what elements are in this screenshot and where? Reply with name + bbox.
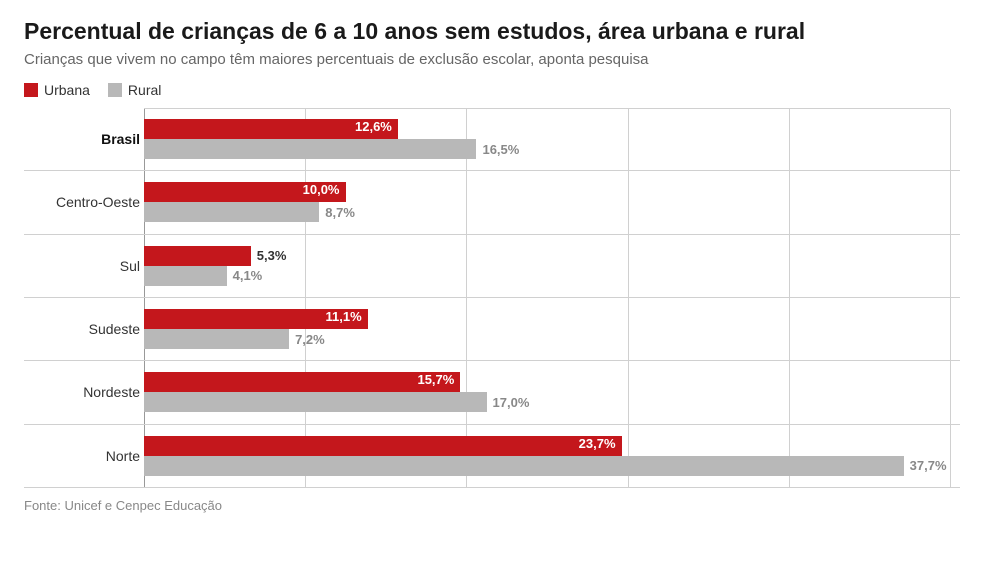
legend-label-rural: Rural: [128, 82, 161, 98]
chart-row: Centro-Oeste 10,0% 8,7%: [24, 171, 960, 234]
bar-fill-urbana: 11,1%: [144, 309, 368, 329]
category-label: Nordeste: [24, 384, 140, 400]
bar-pair: 23,7% 37,7%: [144, 433, 950, 479]
bar-value-rural: 7,2%: [295, 332, 325, 347]
bar-value-urbana: 15,7%: [417, 372, 454, 387]
bar-value-urbana: 12,6%: [355, 119, 392, 134]
legend-label-urbana: Urbana: [44, 82, 90, 98]
bar-pair: 10,0% 8,7%: [144, 179, 950, 225]
legend-swatch-rural: [108, 83, 122, 97]
bar-fill-rural: [144, 456, 904, 476]
bar-urbana: 12,6%: [144, 119, 950, 139]
bar-value-rural: 17,0%: [493, 395, 530, 410]
bar-value-rural: 16,5%: [482, 142, 519, 157]
bar-fill-urbana: [144, 246, 251, 266]
bar-fill-rural: [144, 392, 487, 412]
bar-pair: 12,6% 16,5%: [144, 116, 950, 162]
bar-value-urbana: 5,3%: [257, 248, 287, 263]
bar-fill-rural: [144, 329, 289, 349]
bar-rural: 8,7%: [144, 202, 950, 222]
bar-urbana: 15,7%: [144, 372, 950, 392]
category-label: Norte: [24, 448, 140, 464]
category-label: Centro-Oeste: [24, 194, 140, 210]
chart-row: Brasil 12,6% 16,5%: [24, 108, 960, 171]
legend: Urbana Rural: [24, 82, 960, 98]
bar-fill-urbana: 23,7%: [144, 436, 622, 456]
category-label: Brasil: [24, 131, 140, 147]
bar-value-urbana: 10,0%: [303, 182, 340, 197]
legend-item-urbana: Urbana: [24, 82, 90, 98]
bar-rural: 16,5%: [144, 139, 950, 159]
bar-urbana: 23,7%: [144, 436, 950, 456]
bar-rural: 4,1%: [144, 266, 950, 286]
bar-fill-rural: [144, 139, 476, 159]
bar-rural: 7,2%: [144, 329, 950, 349]
chart-title: Percentual de crianças de 6 a 10 anos se…: [24, 18, 960, 45]
chart-row: Sudeste11,1%7,2%: [24, 298, 960, 361]
bar-urbana: 5,3%: [144, 246, 950, 266]
bar-value-rural: 37,7%: [910, 458, 947, 473]
chart-row: Nordeste 15,7% 17,0%: [24, 361, 960, 424]
bar-urbana: 11,1%: [144, 309, 950, 329]
bar-fill-urbana: 12,6%: [144, 119, 398, 139]
bar-pair: 15,7% 17,0%: [144, 369, 950, 415]
bar-value-rural: 8,7%: [325, 205, 355, 220]
bar-fill-urbana: 15,7%: [144, 372, 460, 392]
bar-fill-rural: [144, 266, 227, 286]
bar-value-urbana: 11,1%: [326, 309, 362, 324]
bar-fill-rural: [144, 202, 319, 222]
chart-subtitle: Crianças que vivem no campo têm maiores …: [24, 51, 960, 68]
category-label: Sul: [24, 258, 140, 274]
chart-row: Norte 23,7% 37,7%: [24, 425, 960, 488]
chart-row: Sul 5,3% 4,1%: [24, 235, 960, 298]
category-label: Sudeste: [24, 321, 140, 337]
bar-pair: 11,1%7,2%: [144, 306, 950, 352]
bar-value-urbana: 23,7%: [579, 436, 616, 451]
bar-pair: 5,3% 4,1%: [144, 243, 950, 289]
source-text: Fonte: Unicef e Cenpec Educação: [24, 498, 960, 513]
legend-item-rural: Rural: [108, 82, 161, 98]
legend-swatch-urbana: [24, 83, 38, 97]
chart-area: Brasil 12,6% 16,5% Centro-Oeste 10,0% 8,7% Sul…: [24, 108, 960, 488]
bar-rural: 37,7%: [144, 456, 950, 476]
bar-rural: 17,0%: [144, 392, 950, 412]
bar-fill-urbana: 10,0%: [144, 182, 346, 202]
bar-value-rural: 4,1%: [233, 268, 263, 283]
bar-urbana: 10,0%: [144, 182, 950, 202]
